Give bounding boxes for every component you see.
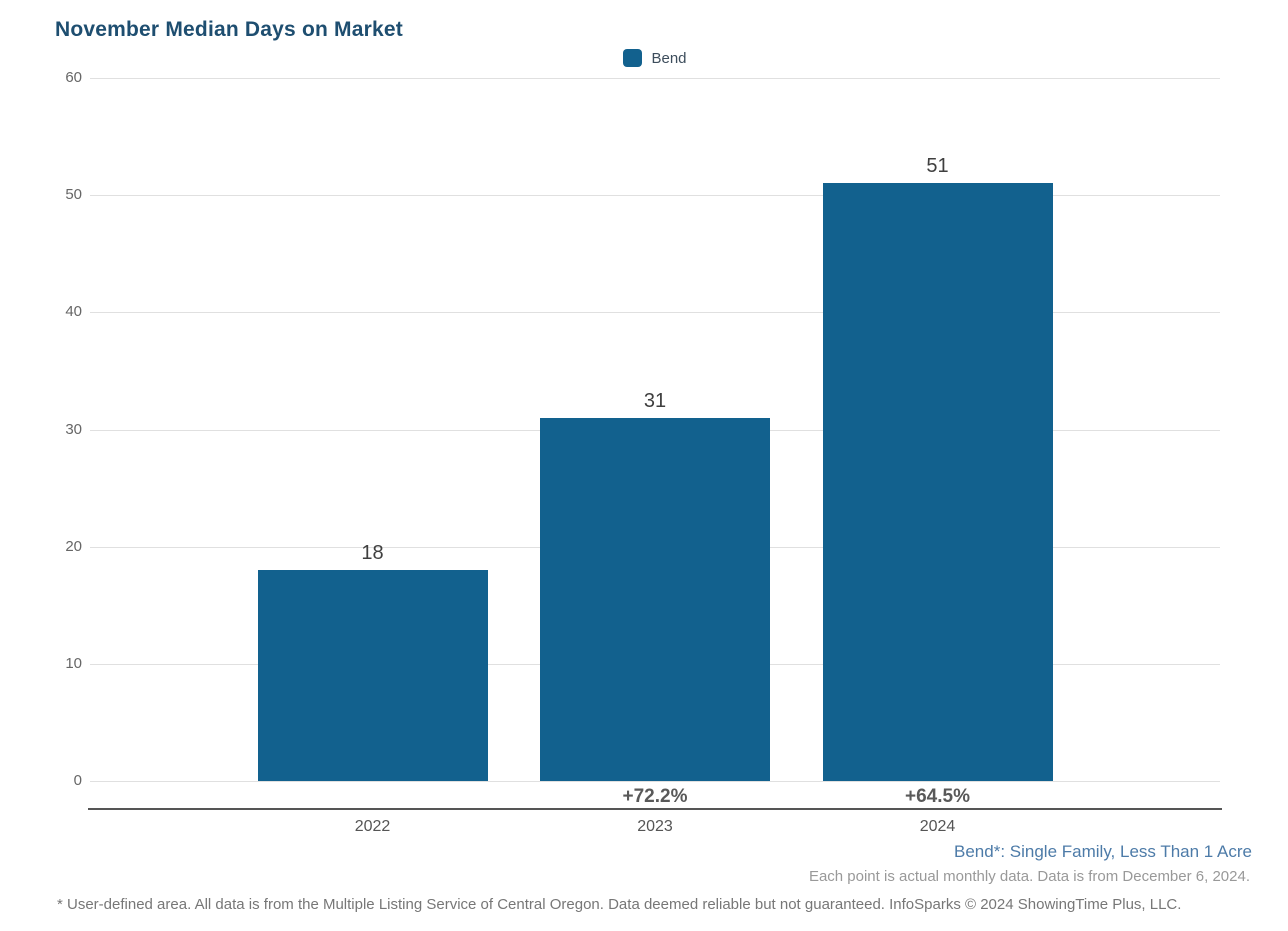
gridline-0 <box>90 781 1220 782</box>
gridline-40 <box>90 312 1220 314</box>
bar-value-label-2024: 51 <box>926 155 949 178</box>
bar-2022[interactable] <box>257 570 488 781</box>
gridline-60 <box>90 78 1220 79</box>
x-tick-label-2022: 2022 <box>354 818 391 835</box>
y-tick-label-20: 20 <box>65 537 82 555</box>
y-tick-label-10: 10 <box>65 654 82 672</box>
data-source-note: Each point is actual monthly data. Data … <box>808 868 1250 885</box>
pct-change-label-2024: +64.5% <box>905 786 970 807</box>
disclaimer-text: * User-defined area. All data is from th… <box>57 896 1182 913</box>
y-tick-label-30: 30 <box>65 420 82 438</box>
legend-item-bend[interactable]: Bend <box>623 49 687 67</box>
plot-area: 0 10 20 30 40 50 60 18 31 51 <box>65 69 1220 789</box>
series-definition-note: Bend*: Single Family, Less Than 1 Acre <box>954 842 1252 861</box>
x-tick-label-2024: 2024 <box>919 818 956 835</box>
chart-title: November Median Days on Market <box>55 18 403 41</box>
gridline-50 <box>90 195 1220 197</box>
y-tick-label-0: 0 <box>73 772 82 789</box>
legend-label: Bend <box>651 49 687 67</box>
bar-value-label-2023: 31 <box>643 389 667 412</box>
x-axis-line <box>88 808 1222 810</box>
x-tick-label-2023: 2023 <box>637 818 673 835</box>
bar-value-label-2022: 18 <box>361 542 384 565</box>
pct-change-label-2023: +72.2% <box>622 786 688 807</box>
legend-swatch-icon <box>623 49 643 67</box>
y-tick-label-40: 40 <box>65 303 82 321</box>
bar-2023[interactable] <box>540 417 770 781</box>
y-tick-label-60: 60 <box>65 69 82 86</box>
bar-2024[interactable] <box>822 183 1053 781</box>
legend: Bend <box>90 49 1220 67</box>
y-tick-label-50: 50 <box>65 186 82 204</box>
